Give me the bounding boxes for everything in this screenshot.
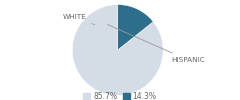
Wedge shape	[72, 4, 163, 95]
Legend: 85.7%, 14.3%: 85.7%, 14.3%	[80, 89, 160, 100]
Wedge shape	[118, 4, 153, 50]
Text: WHITE: WHITE	[63, 14, 95, 25]
Text: HISPANIC: HISPANIC	[108, 24, 205, 63]
